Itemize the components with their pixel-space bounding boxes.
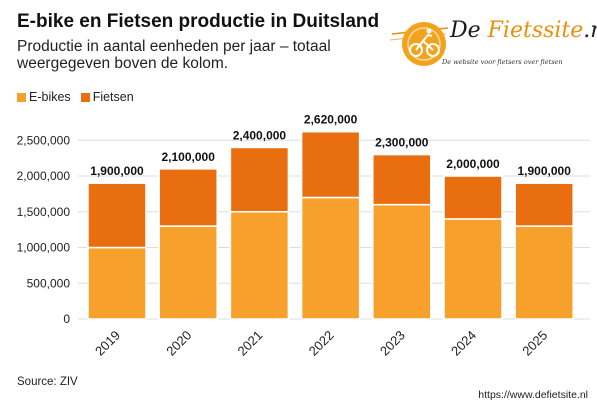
total-data-label: 1,900,000 [518, 164, 572, 178]
chart-title: E-bike en Fietsen productie in Duitsland [17, 11, 380, 32]
x-tick-label: 2022 [306, 328, 337, 359]
total-data-label: 2,100,000 [162, 150, 216, 164]
legend-item-ebikes: E-bikes [17, 90, 71, 104]
logo-tagline: De website voor fietsers over fietsen [442, 58, 563, 66]
legend-label-fietsen: Fietsen [92, 90, 134, 104]
bar-segment-fietsen [443, 175, 503, 220]
bar-segment-ebikes [300, 196, 361, 320]
legend-item-fietsen: Fietsen [80, 90, 134, 104]
y-tick-label: 2,500,000 [17, 133, 71, 147]
source-note: Source: ZIV [17, 376, 78, 388]
x-tick-label: 2024 [448, 328, 479, 359]
y-tick-label: 0 [63, 312, 70, 326]
site-url: https://www.defietsite.nl [478, 389, 588, 401]
bar-segment-fietsen [87, 182, 147, 249]
total-data-label: 2,620,000 [304, 113, 358, 127]
legend-label-ebikes: E-bikes [29, 90, 71, 104]
defietssite-logo: De Fietssite.nl De website voor fietsers… [388, 14, 597, 76]
x-tick-label: 2025 [519, 328, 550, 359]
y-tick-label: 1,500,000 [17, 205, 71, 219]
total-data-label: 2,300,000 [375, 136, 429, 150]
total-data-label: 2,000,000 [446, 157, 500, 171]
x-tick-label: 2021 [234, 328, 265, 359]
bar-segment-fietsen [229, 146, 290, 213]
bar-segment-fietsen [300, 130, 361, 199]
y-tick-label: 2,000,000 [17, 169, 71, 183]
chart-subtitle: Productie in aantal eenheden per jaar – … [17, 38, 331, 72]
y-tick-label: 500,000 [27, 276, 71, 290]
legend-swatch-fietsen [80, 92, 90, 102]
logo-wordmark: De Fietssite.nl [450, 18, 597, 43]
bar-segment-ebikes [372, 203, 432, 320]
x-tick-label: 2023 [377, 328, 408, 359]
x-tick-label: 2020 [163, 328, 194, 359]
bar-segment-fietsen [514, 182, 574, 227]
total-data-label: 2,400,000 [233, 128, 287, 142]
bar-segment-ebikes [87, 246, 147, 320]
legend-swatch-ebikes [17, 92, 26, 102]
bar-segment-ebikes [158, 225, 218, 320]
bar-segment-fietsen [372, 153, 432, 206]
bar-segment-fietsen [158, 168, 218, 227]
y-tick-label: 1,000,000 [17, 241, 71, 255]
bar-segment-ebikes [443, 218, 503, 320]
bar-segment-ebikes [514, 225, 574, 320]
legend: E-bikes Fietsen [17, 90, 144, 104]
total-data-label: 1,900,000 [90, 164, 144, 178]
cyclist-wheel-icon [389, 22, 449, 66]
x-tick-label: 2019 [92, 328, 123, 359]
bar-segment-ebikes [229, 211, 290, 320]
